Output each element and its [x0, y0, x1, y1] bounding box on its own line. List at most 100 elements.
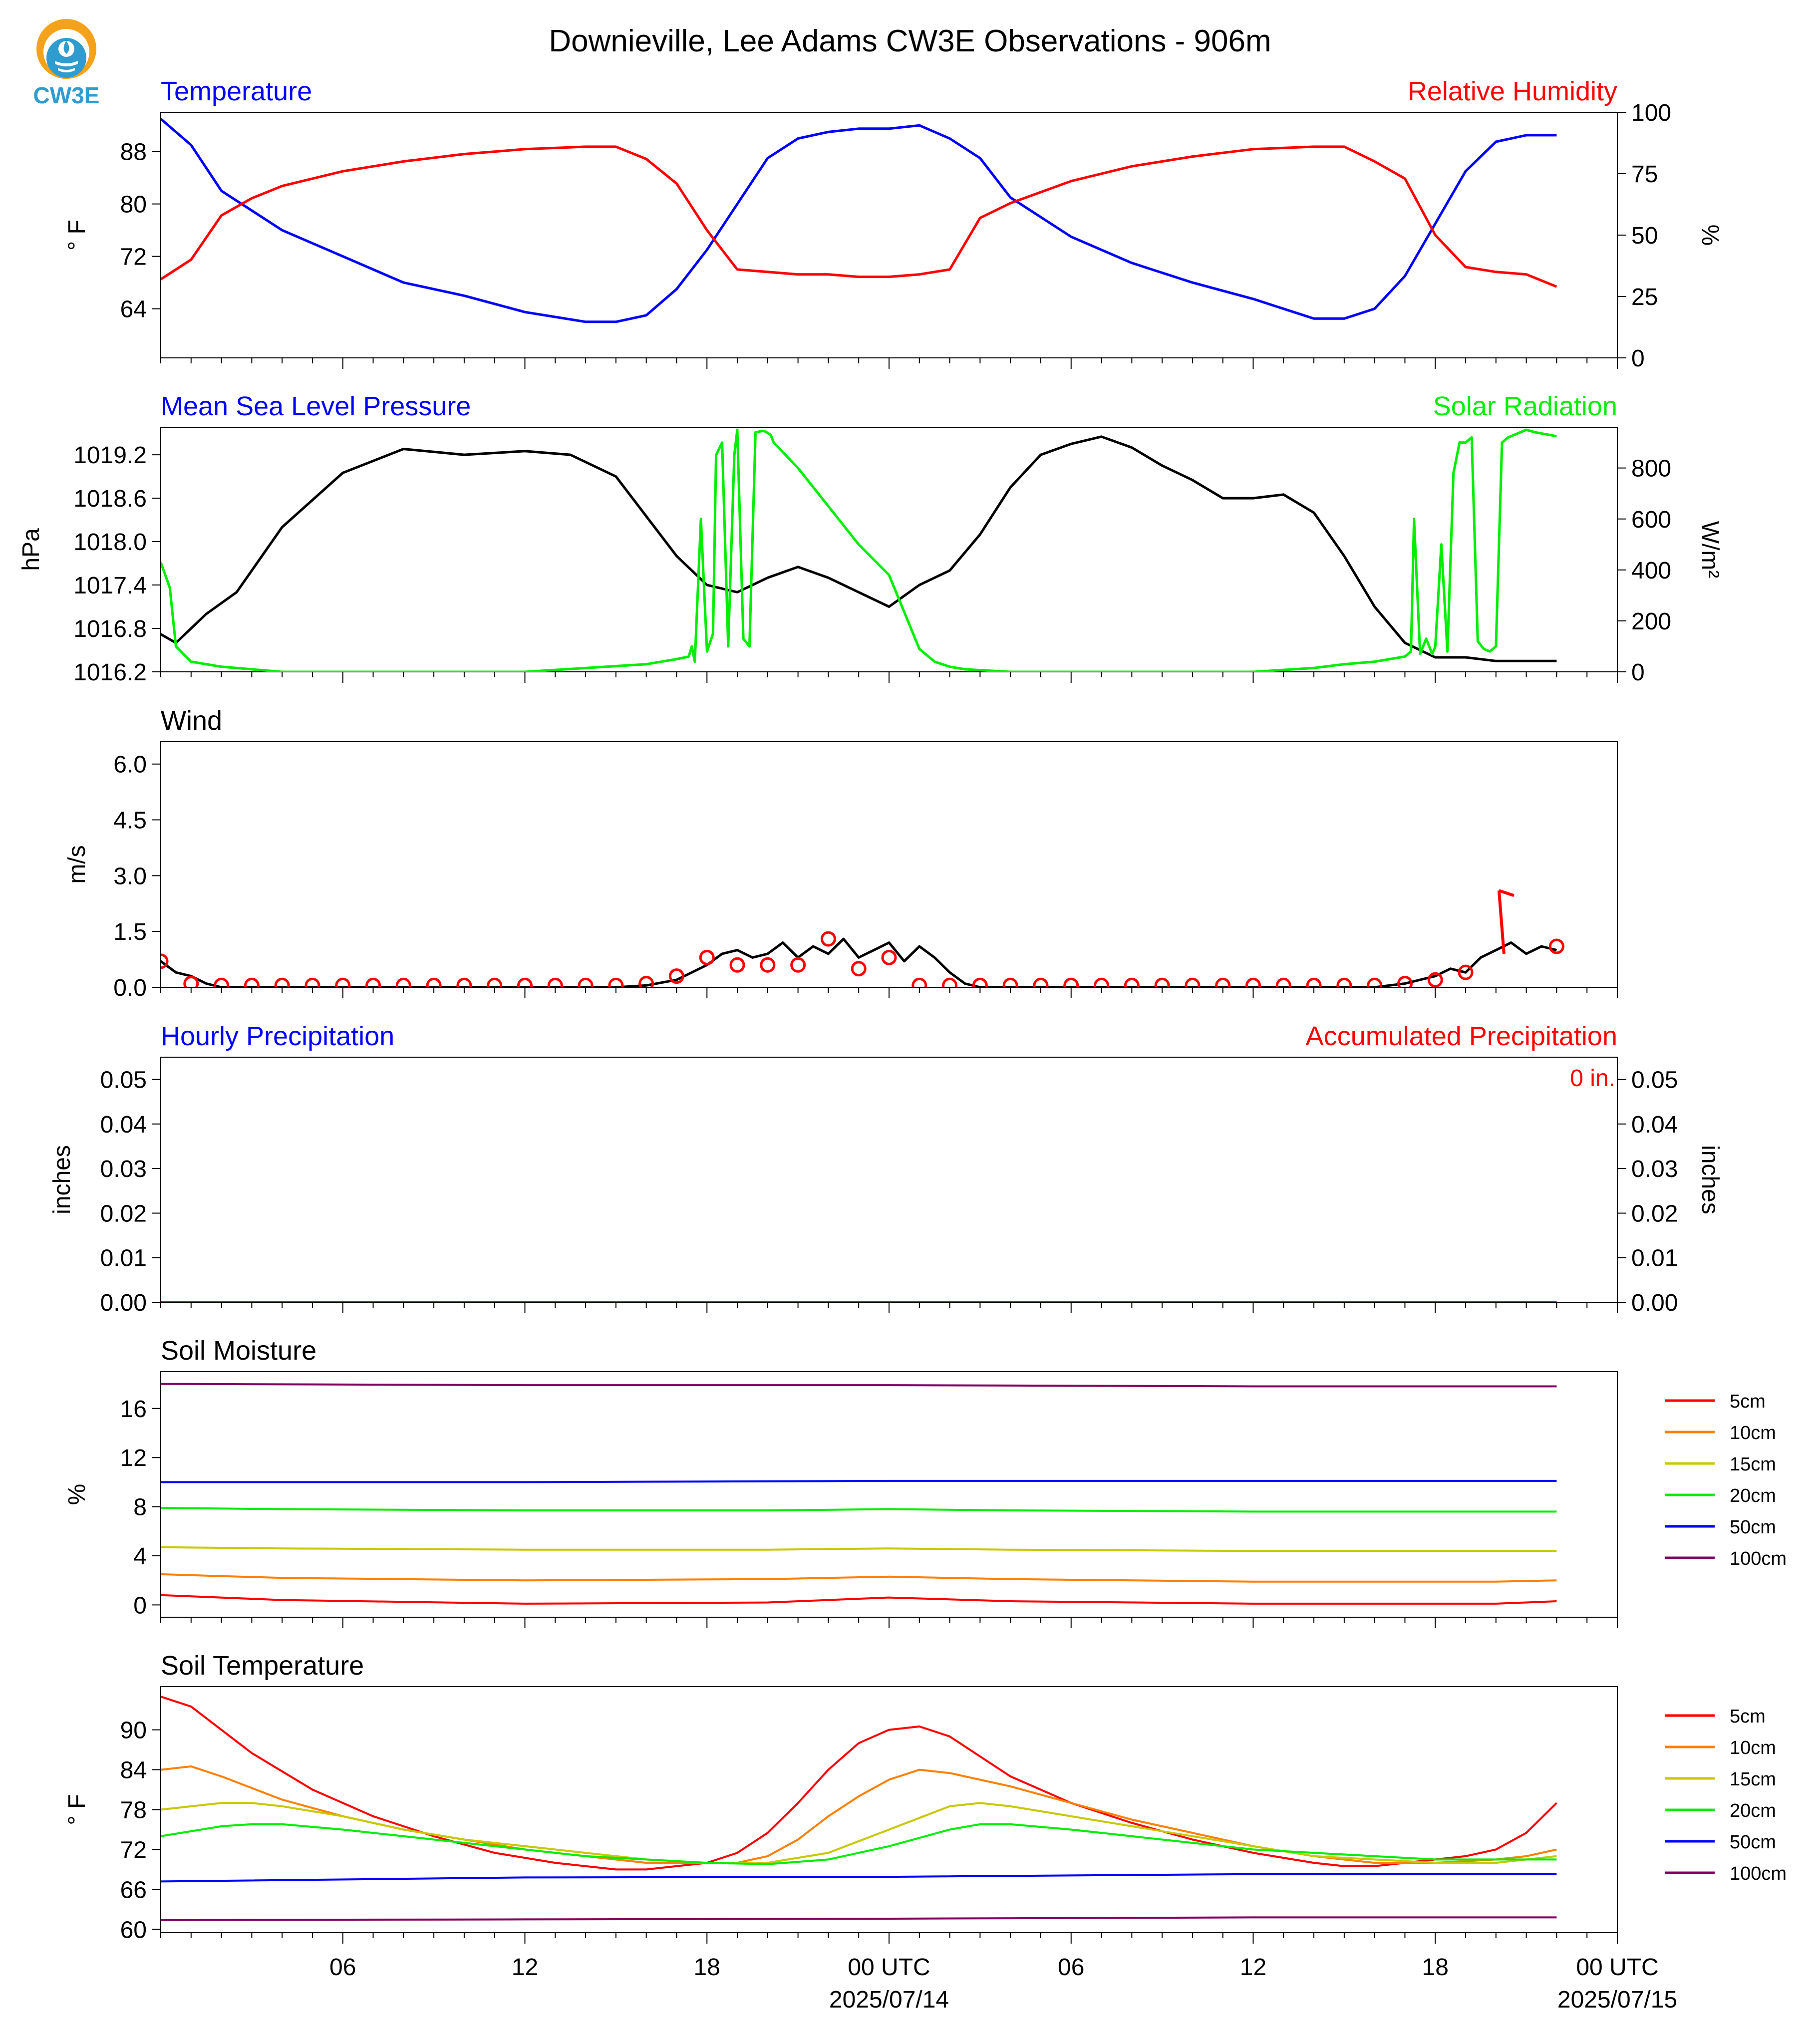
wind-marker [820, 931, 836, 947]
y-axis-label-right: inches [1697, 1145, 1723, 1214]
wind-marker [426, 977, 442, 987]
series-line [161, 1479, 1557, 1483]
series-line [161, 1383, 1557, 1388]
series-line [161, 1873, 1557, 1883]
legend-label: 15cm [1730, 1454, 1776, 1475]
y-tick-label-left: 72 [120, 1837, 147, 1863]
series-line [161, 435, 1557, 662]
plot-area [161, 1696, 1557, 1921]
wind-marker [760, 957, 776, 973]
y-tick-label-left: 6.0 [113, 752, 147, 778]
x-date-label: 2025/07/15 [1557, 1987, 1677, 2013]
wind-marker [395, 977, 411, 987]
plot-area [161, 428, 1557, 672]
panel-title-left: Soil Moisture [161, 1336, 316, 1366]
chart-panel: Hourly Precipitation Accumulated Precipit… [49, 1021, 1723, 1316]
chart-panel: Soil Moisture 0 4 8 12 16% 5cm 10cm 15cm 20cm 50cm… [64, 1336, 1787, 1628]
x-tick-label: 06 [1058, 1954, 1084, 1981]
series-line [161, 145, 1557, 288]
y-tick-label-left: 1.5 [113, 919, 147, 945]
wind-marker [1215, 977, 1231, 987]
x-tick-label: 12 [512, 1954, 538, 1981]
series-line [161, 1594, 1557, 1605]
y-tick-label-left: 0.0 [113, 975, 147, 1001]
y-tick-label-left: 8 [133, 1494, 147, 1521]
plot-area [161, 1383, 1557, 1605]
wind-marker [911, 977, 927, 987]
wind-marker [1306, 977, 1322, 987]
legend-label: 15cm [1730, 1769, 1776, 1790]
y-axis-label-left: inches [49, 1145, 75, 1214]
y-tick-label-right: 0.04 [1631, 1112, 1678, 1138]
x-tick-label: 00 UTC [1576, 1954, 1658, 1981]
legend-label: 5cm [1730, 1391, 1766, 1412]
y-tick-label-left: 0.00 [100, 1290, 147, 1316]
wind-marker [1458, 964, 1474, 980]
series-line [161, 1546, 1557, 1552]
series-line [161, 1916, 1557, 1921]
series-line [161, 428, 1557, 672]
x-date-label: 2025/07/14 [829, 1987, 949, 2013]
wind-marker [517, 977, 533, 987]
wind-marker [790, 957, 806, 973]
y-tick-label-right: 0.01 [1631, 1245, 1678, 1272]
legend-label: 10cm [1730, 1423, 1776, 1444]
legend-label: 20cm [1730, 1800, 1776, 1821]
accumulated-total-label: 0 in. [1570, 1065, 1615, 1092]
series-line [161, 1802, 1557, 1864]
series-line [161, 118, 1557, 323]
plot-frame [160, 1371, 1618, 1618]
y-tick-label-left: 0 [133, 1592, 147, 1619]
wind-marker [699, 949, 715, 965]
y-tick-label-right: 50 [1631, 223, 1658, 249]
wind-marker [668, 968, 684, 984]
y-tick-label-left: 16 [120, 1396, 147, 1423]
y-tick-label-left: 1018.0 [73, 529, 147, 556]
legend-label: 20cm [1730, 1485, 1776, 1506]
legend-label: 100cm [1730, 1548, 1787, 1569]
y-tick-label-left: 0.01 [100, 1245, 147, 1272]
y-tick-label-left: 78 [120, 1797, 147, 1824]
wind-marker [304, 977, 320, 987]
wind-marker [456, 977, 472, 987]
y-tick-label-left: 0.03 [100, 1156, 147, 1182]
legend-label: 10cm [1730, 1738, 1776, 1758]
chart-panel: Temperature Relative Humidity 64 72 80 88 ° F 0… [64, 76, 1723, 372]
y-tick-label-right: 0 [1631, 659, 1645, 686]
plot-area [161, 118, 1557, 323]
wind-marker [1063, 977, 1079, 987]
y-tick-label-left: 3.0 [113, 863, 147, 889]
y-tick-label-left: 1017.4 [73, 573, 147, 599]
y-tick-label-left: 4 [133, 1543, 147, 1570]
wind-barb-flag [1498, 889, 1515, 897]
wind-marker [1002, 977, 1018, 987]
panel-title-right: Solar Radiation [1433, 391, 1617, 421]
wind-marker [851, 961, 867, 977]
y-tick-label-left: 80 [120, 192, 147, 218]
wind-marker [487, 977, 503, 987]
panel-title-left: Wind [161, 706, 222, 736]
wind-marker [729, 957, 745, 973]
wind-marker [1336, 977, 1352, 987]
wind-marker [161, 953, 169, 969]
wind-marker [1033, 977, 1049, 987]
plot-area [161, 931, 1564, 987]
y-tick-label-right: 0.05 [1631, 1067, 1678, 1094]
wind-marker [244, 977, 260, 987]
chart-panel: Wind 0.0 1.5 3.0 4.5 6.0 m/s [64, 706, 1618, 1001]
series-line [161, 1573, 1557, 1583]
y-tick-label-right: 200 [1631, 608, 1671, 635]
wind-marker [881, 949, 897, 965]
wind-barb-staff [1497, 890, 1506, 954]
legend-label: 5cm [1730, 1706, 1766, 1727]
plot-frame [160, 427, 1618, 672]
wind-marker [1094, 977, 1110, 987]
cw3e-logo: CW3E [29, 18, 104, 108]
y-tick-label-left: 72 [120, 244, 147, 271]
y-tick-label-left: 60 [120, 1917, 147, 1943]
y-tick-label-left: 1016.2 [73, 659, 147, 686]
legend-label: 50cm [1730, 1517, 1776, 1538]
wind-marker [1245, 977, 1261, 987]
